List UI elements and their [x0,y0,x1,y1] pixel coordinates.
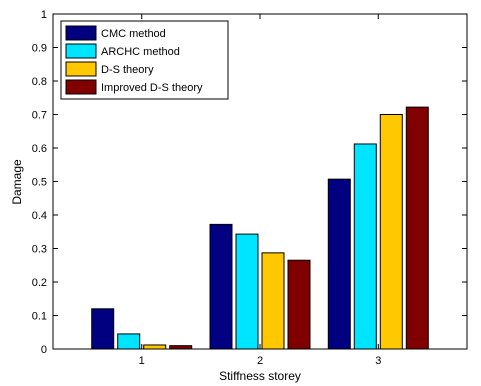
bar-series-3-cat-3 [379,114,403,350]
bar-series-2-cat-2 [235,233,259,350]
bar-series-1-cat-1 [91,308,115,350]
legend-swatch [65,79,97,95]
y-tick-label: 0.1 [32,311,47,323]
x-axis-label: Stiffness storey [219,369,301,383]
y-tick-label: 0.3 [32,244,47,256]
y-tick-label: 1 [41,9,47,21]
y-tick-label: 0.7 [32,110,47,122]
y-tick-label: 0.9 [32,43,47,55]
bar-series-2-cat-1 [117,333,141,350]
legend-swatch [65,25,97,41]
y-tick-label: 0.2 [32,277,47,289]
bars [91,106,429,350]
bar-series-4-cat-2 [287,259,311,350]
legend-swatch [65,43,97,59]
bar-series-1-cat-2 [209,223,233,350]
bar-series-4-cat-1 [169,345,193,350]
bar-series-4-cat-3 [405,106,429,350]
y-tick-label: 0.5 [32,177,47,189]
bar-series-3-cat-2 [261,252,285,350]
x-tick-label: 3 [375,355,381,367]
bar-series-1-cat-3 [327,178,351,350]
legend: CMC method ARCHC method D-S theory Improved… [60,20,229,100]
x-axis: 1 2 3 [139,14,381,367]
y-tick-label: 0.8 [32,76,47,88]
legend-label: CMC method [101,28,166,40]
y-tick-label: 0.4 [32,210,47,222]
y-axis: 0 0.1 0.2 0.3 0.4 0.5 0.6 0.7 0.8 0.9 1 [32,9,467,356]
y-tick-label: 0 [41,344,47,356]
bar-series-2-cat-3 [353,143,377,350]
y-tick-label: 0.6 [32,143,47,155]
legend-label: D-S theory [101,64,154,76]
x-tick-label: 1 [139,355,145,367]
legend-swatch [65,61,97,77]
x-tick-label: 2 [257,355,263,367]
y-axis-label: Damage [10,159,24,205]
bar-series-3-cat-1 [143,344,167,350]
legend-label: Improved D-S theory [101,82,203,94]
legend-label: ARCHC method [101,46,180,58]
